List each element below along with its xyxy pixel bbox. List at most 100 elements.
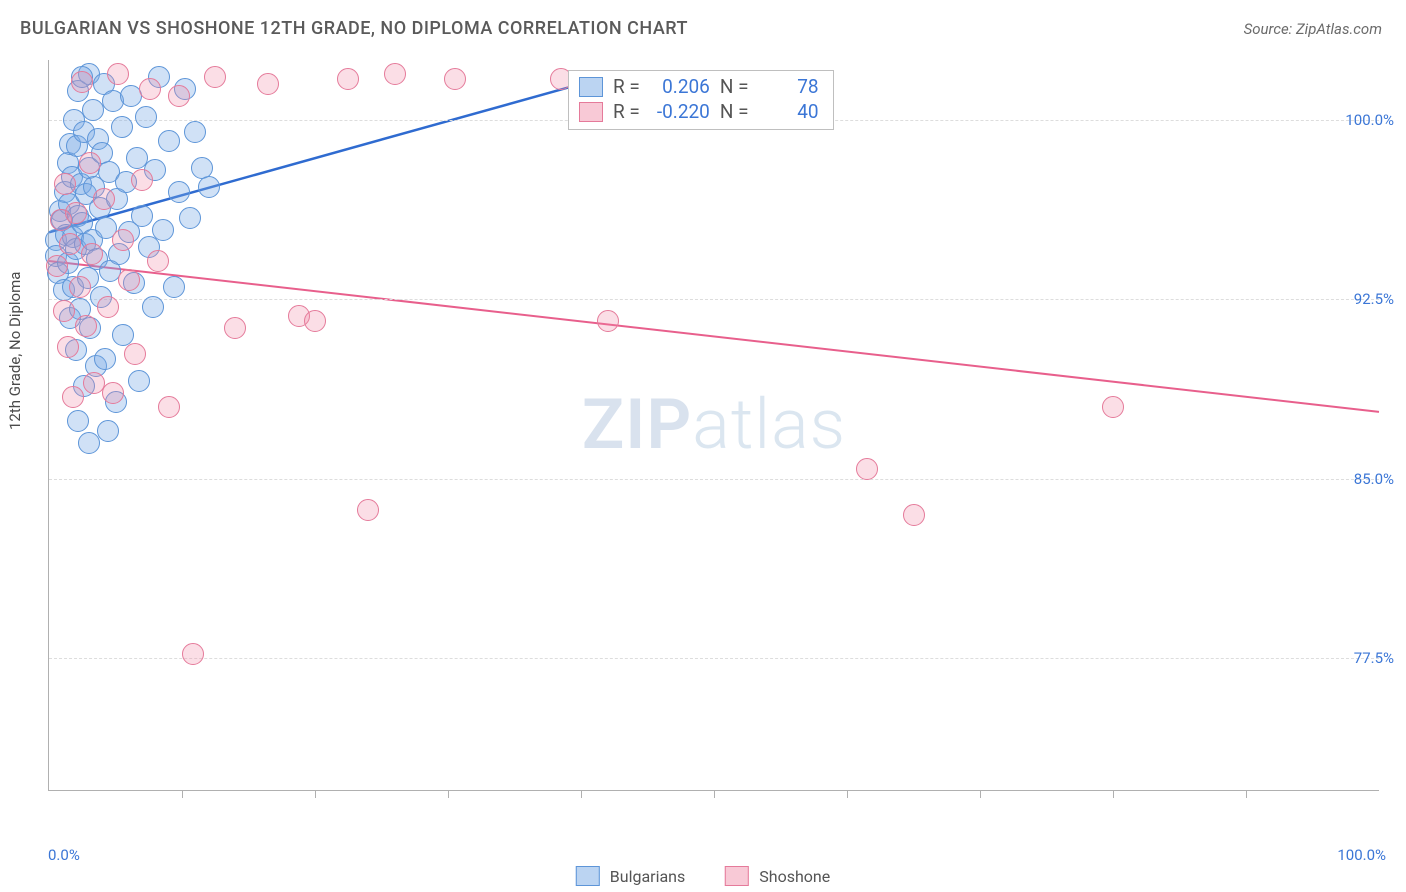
legend-r-value: 0.206 [650,75,710,98]
scatter-point-bulgarians [67,410,89,432]
plot-area: ZIPatlas [48,60,1379,791]
x-tick-mark [315,790,316,798]
scatter-point-shoshone [224,317,246,339]
legend-r-value: -0.220 [650,100,710,123]
legend-n-label: N = [720,100,749,123]
x-tick-mark [581,790,582,798]
legend-r-label: R = [613,100,640,123]
gridline-h [49,479,1379,480]
chart-title: BULGARIAN VS SHOSHONE 12TH GRADE, NO DIP… [20,18,688,39]
legend-bottom: Bulgarians Shoshone [576,866,830,886]
legend-swatch [576,866,600,886]
watermark-logo: ZIPatlas [582,384,846,466]
legend-stats-box: R = 0.206 N = 78 R = -0.220 N = 40 [568,70,834,130]
x-axis-max-label: 100.0% [1337,846,1386,864]
scatter-point-bulgarians [94,348,116,370]
scatter-point-shoshone [147,250,169,272]
y-tick-label: 92.5% [1354,290,1394,308]
scatter-point-bulgarians [184,121,206,143]
chart-frame: BULGARIAN VS SHOSHONE 12TH GRADE, NO DIP… [0,0,1406,892]
scatter-point-bulgarians [142,296,164,318]
scatter-point-shoshone [59,233,81,255]
scatter-point-bulgarians [198,176,220,198]
scatter-point-shoshone [131,169,153,191]
scatter-point-shoshone [81,243,103,265]
scatter-point-shoshone [168,85,190,107]
x-tick-mark [448,790,449,798]
scatter-point-shoshone [1102,396,1124,418]
legend-item-bulgarians: Bulgarians [576,866,685,886]
scatter-point-shoshone [597,310,619,332]
scatter-point-bulgarians [97,420,119,442]
scatter-point-shoshone [124,343,146,365]
legend-n-label: N = [720,75,749,98]
scatter-point-shoshone [856,458,878,480]
scatter-point-shoshone [69,276,91,298]
legend-swatch [579,102,603,122]
gridline-h [49,299,1379,300]
x-axis-min-label: 0.0% [48,846,80,864]
scatter-point-shoshone [102,382,124,404]
scatter-point-bulgarians [179,207,201,229]
scatter-point-shoshone [93,188,115,210]
scatter-point-shoshone [57,336,79,358]
legend-swatch [725,866,749,886]
scatter-point-shoshone [107,63,129,85]
scatter-point-bulgarians [82,99,104,121]
scatter-point-shoshone [54,173,76,195]
legend-r-label: R = [613,75,640,98]
legend-item-shoshone: Shoshone [725,866,830,886]
source-credit: Source: ZipAtlas.com [1244,20,1382,38]
scatter-point-shoshone [65,202,87,224]
scatter-point-shoshone [444,68,466,90]
scatter-point-shoshone [384,63,406,85]
watermark-thin: atlas [692,384,846,466]
scatter-point-bulgarians [78,432,100,454]
y-axis-label: 12th Grade, No Diploma [6,272,24,430]
x-tick-mark [847,790,848,798]
legend-label: Bulgarians [610,867,685,886]
x-tick-mark [980,790,981,798]
scatter-point-shoshone [79,152,101,174]
scatter-point-shoshone [304,310,326,332]
trend-line-shoshone [49,261,1379,412]
legend-label: Shoshone [759,867,830,886]
scatter-point-shoshone [53,300,75,322]
y-tick-label: 100.0% [1345,111,1394,129]
scatter-point-shoshone [357,499,379,521]
trend-lines [49,60,1379,790]
scatter-point-shoshone [97,296,119,318]
legend-n-value: 78 [759,75,819,98]
y-tick-label: 77.5% [1354,649,1394,667]
scatter-point-bulgarians [152,219,174,241]
scatter-point-bulgarians [158,130,180,152]
scatter-point-bulgarians [111,116,133,138]
x-tick-mark [714,790,715,798]
scatter-point-bulgarians [135,106,157,128]
legend-swatch [579,77,603,97]
scatter-point-shoshone [118,269,140,291]
scatter-point-shoshone [182,643,204,665]
scatter-point-shoshone [112,229,134,251]
x-tick-mark [1113,790,1114,798]
scatter-point-shoshone [158,396,180,418]
scatter-point-bulgarians [163,276,185,298]
gridline-h [49,658,1379,659]
scatter-point-bulgarians [128,370,150,392]
watermark-bold: ZIP [582,384,692,466]
scatter-point-shoshone [71,71,93,93]
scatter-point-shoshone [75,315,97,337]
scatter-point-shoshone [204,66,226,88]
x-tick-mark [182,790,183,798]
scatter-point-shoshone [62,386,84,408]
scatter-point-shoshone [257,73,279,95]
scatter-point-bulgarians [131,205,153,227]
x-tick-mark [1246,790,1247,798]
legend-n-value: 40 [759,100,819,123]
scatter-point-bulgarians [168,181,190,203]
scatter-point-shoshone [46,255,68,277]
scatter-point-shoshone [337,68,359,90]
legend-stats-row: R = -0.220 N = 40 [579,100,819,123]
legend-stats-row: R = 0.206 N = 78 [579,75,819,98]
y-tick-label: 85.0% [1354,470,1394,488]
